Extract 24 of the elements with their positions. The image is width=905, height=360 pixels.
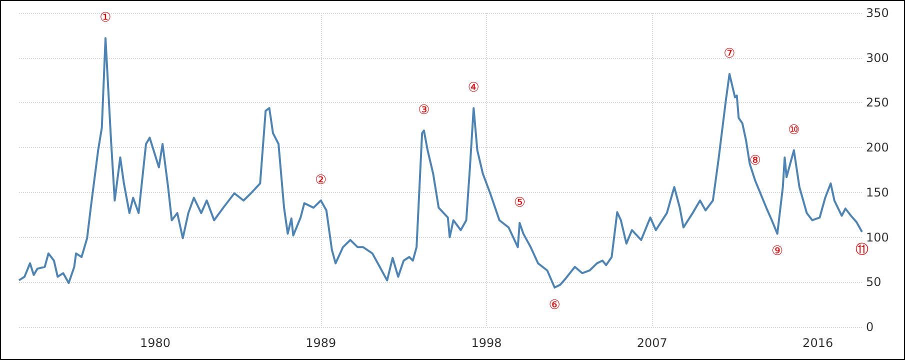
annotation: ⑩	[788, 122, 800, 138]
y-tick-label: 0	[866, 320, 874, 334]
annotation: ⑨	[772, 244, 784, 260]
annotation: ③	[418, 103, 430, 118]
annotation: ⑧	[749, 153, 762, 168]
y-tick-label: 200	[866, 140, 889, 155]
x-tick-label: 1989	[306, 336, 336, 350]
annotation: ⑤	[514, 195, 526, 210]
y-tick-label: 350	[866, 6, 889, 20]
annotation: ⑦	[724, 46, 736, 62]
x-tick-label: 1998	[471, 336, 502, 350]
annotation: ①	[100, 10, 112, 26]
y-tick-label: 50	[866, 275, 882, 290]
annotation: ⑥	[548, 298, 560, 314]
x-tick-label: 2016	[802, 336, 834, 350]
x-tick-label: 1980	[140, 336, 170, 350]
x-tick-label: 2007	[636, 336, 668, 350]
annotation: ⑪	[856, 242, 868, 258]
annotation: ④	[468, 80, 480, 96]
y-tick-label: 300	[866, 50, 889, 65]
y-tick-label: 250	[866, 96, 889, 110]
y-tick-label: 150	[866, 185, 889, 200]
annotation: ②	[315, 173, 327, 188]
y-tick-label: 100	[866, 230, 889, 244]
